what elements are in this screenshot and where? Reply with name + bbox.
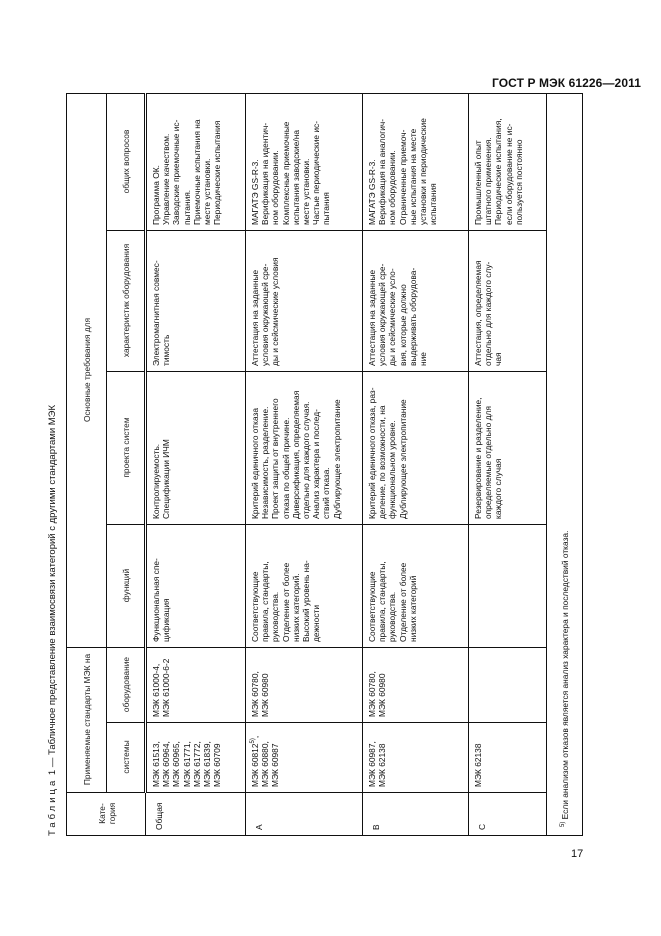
header-functions: функций [106, 524, 146, 648]
footnote-row: 5) Если анализом отказов является анализ… [546, 93, 583, 836]
header-row-1: Кате- гория Применяемые стандарты МЭК на… [66, 93, 146, 836]
characteristics-cell: Аттестация на заданные условия окружающе… [245, 230, 363, 372]
header-characteristics: характеристик оборудования [106, 230, 146, 372]
categories-standards-table: Кате- гория Применяемые стандарты МЭК на… [66, 93, 583, 836]
header-design: проекта систем [106, 371, 146, 525]
systems-text: МЭК 60812 [250, 743, 260, 788]
table-caption: Таблица 1 — Табличное представление взаи… [47, 405, 58, 836]
category-cell: С [468, 792, 547, 836]
caption-label: Таблица [47, 777, 58, 836]
design-cell: Контролируемость. Спецификации ИЧМ [145, 371, 246, 525]
caption-text: — Табличное представление взаимосвязи ка… [47, 404, 58, 768]
category-cell: В [362, 792, 469, 836]
header-systems: системы [106, 722, 146, 793]
characteristics-cell: Аттестация, определяемая отдельно для ка… [468, 230, 547, 372]
header-main-requirements: Основные требования для [66, 93, 107, 648]
caption-number: 1 [47, 769, 58, 776]
systems-cell: МЭК 62138 [468, 722, 547, 793]
design-cell: Критерий единичного отказа Независимость… [245, 371, 363, 525]
rotated-table-block: Таблица 1 — Табличное представление взаи… [47, 93, 583, 836]
general-cell: Программа ОК. Управление качеством. Заво… [145, 93, 246, 231]
systems-cell: МЭК 61513, МЭК 60964, МЭК 60965, МЭК 617… [145, 722, 246, 793]
footnote: 5) Если анализом отказов является анализ… [546, 93, 583, 836]
header-general: общих вопросов [106, 93, 146, 231]
equipment-cell: МЭК 60780, МЭК 60980 [245, 647, 363, 723]
functions-cell [468, 524, 547, 648]
characteristics-cell: Аттестация на заданные условия окружающе… [362, 230, 469, 372]
table-row-b: В МЭК 60987, МЭК 62138 МЭК 60780, МЭК 60… [362, 93, 469, 836]
functions-cell: Функциональная спе- цификация [145, 524, 246, 648]
general-cell: МАГАТЭ GS-R-3. Верификация на аналогич- … [362, 93, 469, 231]
design-cell: Критерий единичного отказа, раз- деление… [362, 371, 469, 525]
category-cell: А [245, 792, 363, 836]
header-applicable-standards: Применяемые стандарты МЭК на [66, 647, 107, 793]
footnote-mark: 5) [560, 821, 567, 827]
equipment-cell: МЭК 61000-4, МЭК 61000-6-2 [145, 647, 246, 723]
table-row-c: С МЭК 62138 Резервирование и разделение,… [468, 93, 547, 836]
design-cell: Резервирование и разделение, определяемы… [468, 371, 547, 525]
equipment-cell: МЭК 60780, МЭК 60980 [362, 647, 469, 723]
category-cell: Общая [145, 792, 246, 836]
systems-cell: МЭК 60987, МЭК 62138 [362, 722, 469, 793]
header-row-2: системы оборудование функций проекта сис… [106, 93, 146, 836]
footnote-ref: 5) [250, 738, 257, 744]
characteristics-cell: Электромагнитная совмес- тимость [145, 230, 246, 372]
document-header: ГОСТ Р МЭК 61226—2011 [491, 76, 641, 90]
general-cell: Промышленный опыт штатного применения. П… [468, 93, 547, 231]
functions-cell: Соответствующие правила, стандарты, руко… [245, 524, 363, 648]
functions-cell: Соответствующие правила, стандарты, руко… [362, 524, 469, 648]
systems-cell: МЭК 608125), МЭК 60880, МЭК 60987 [245, 722, 363, 793]
general-cell: МАГАТЭ GS-R-3. Верификация на идентич- н… [245, 93, 363, 231]
table-row-a: А МЭК 608125), МЭК 60880, МЭК 60987 МЭК … [245, 93, 363, 836]
header-category: Кате- гория [66, 792, 146, 836]
equipment-cell [468, 647, 547, 723]
footnote-text: Если анализом отказов является анализ ха… [560, 530, 571, 820]
header-equipment: оборудование [106, 647, 146, 723]
table-row-general: Общая МЭК 61513, МЭК 60964, МЭК 60965, М… [145, 93, 246, 836]
page-number: 17 [571, 848, 584, 860]
